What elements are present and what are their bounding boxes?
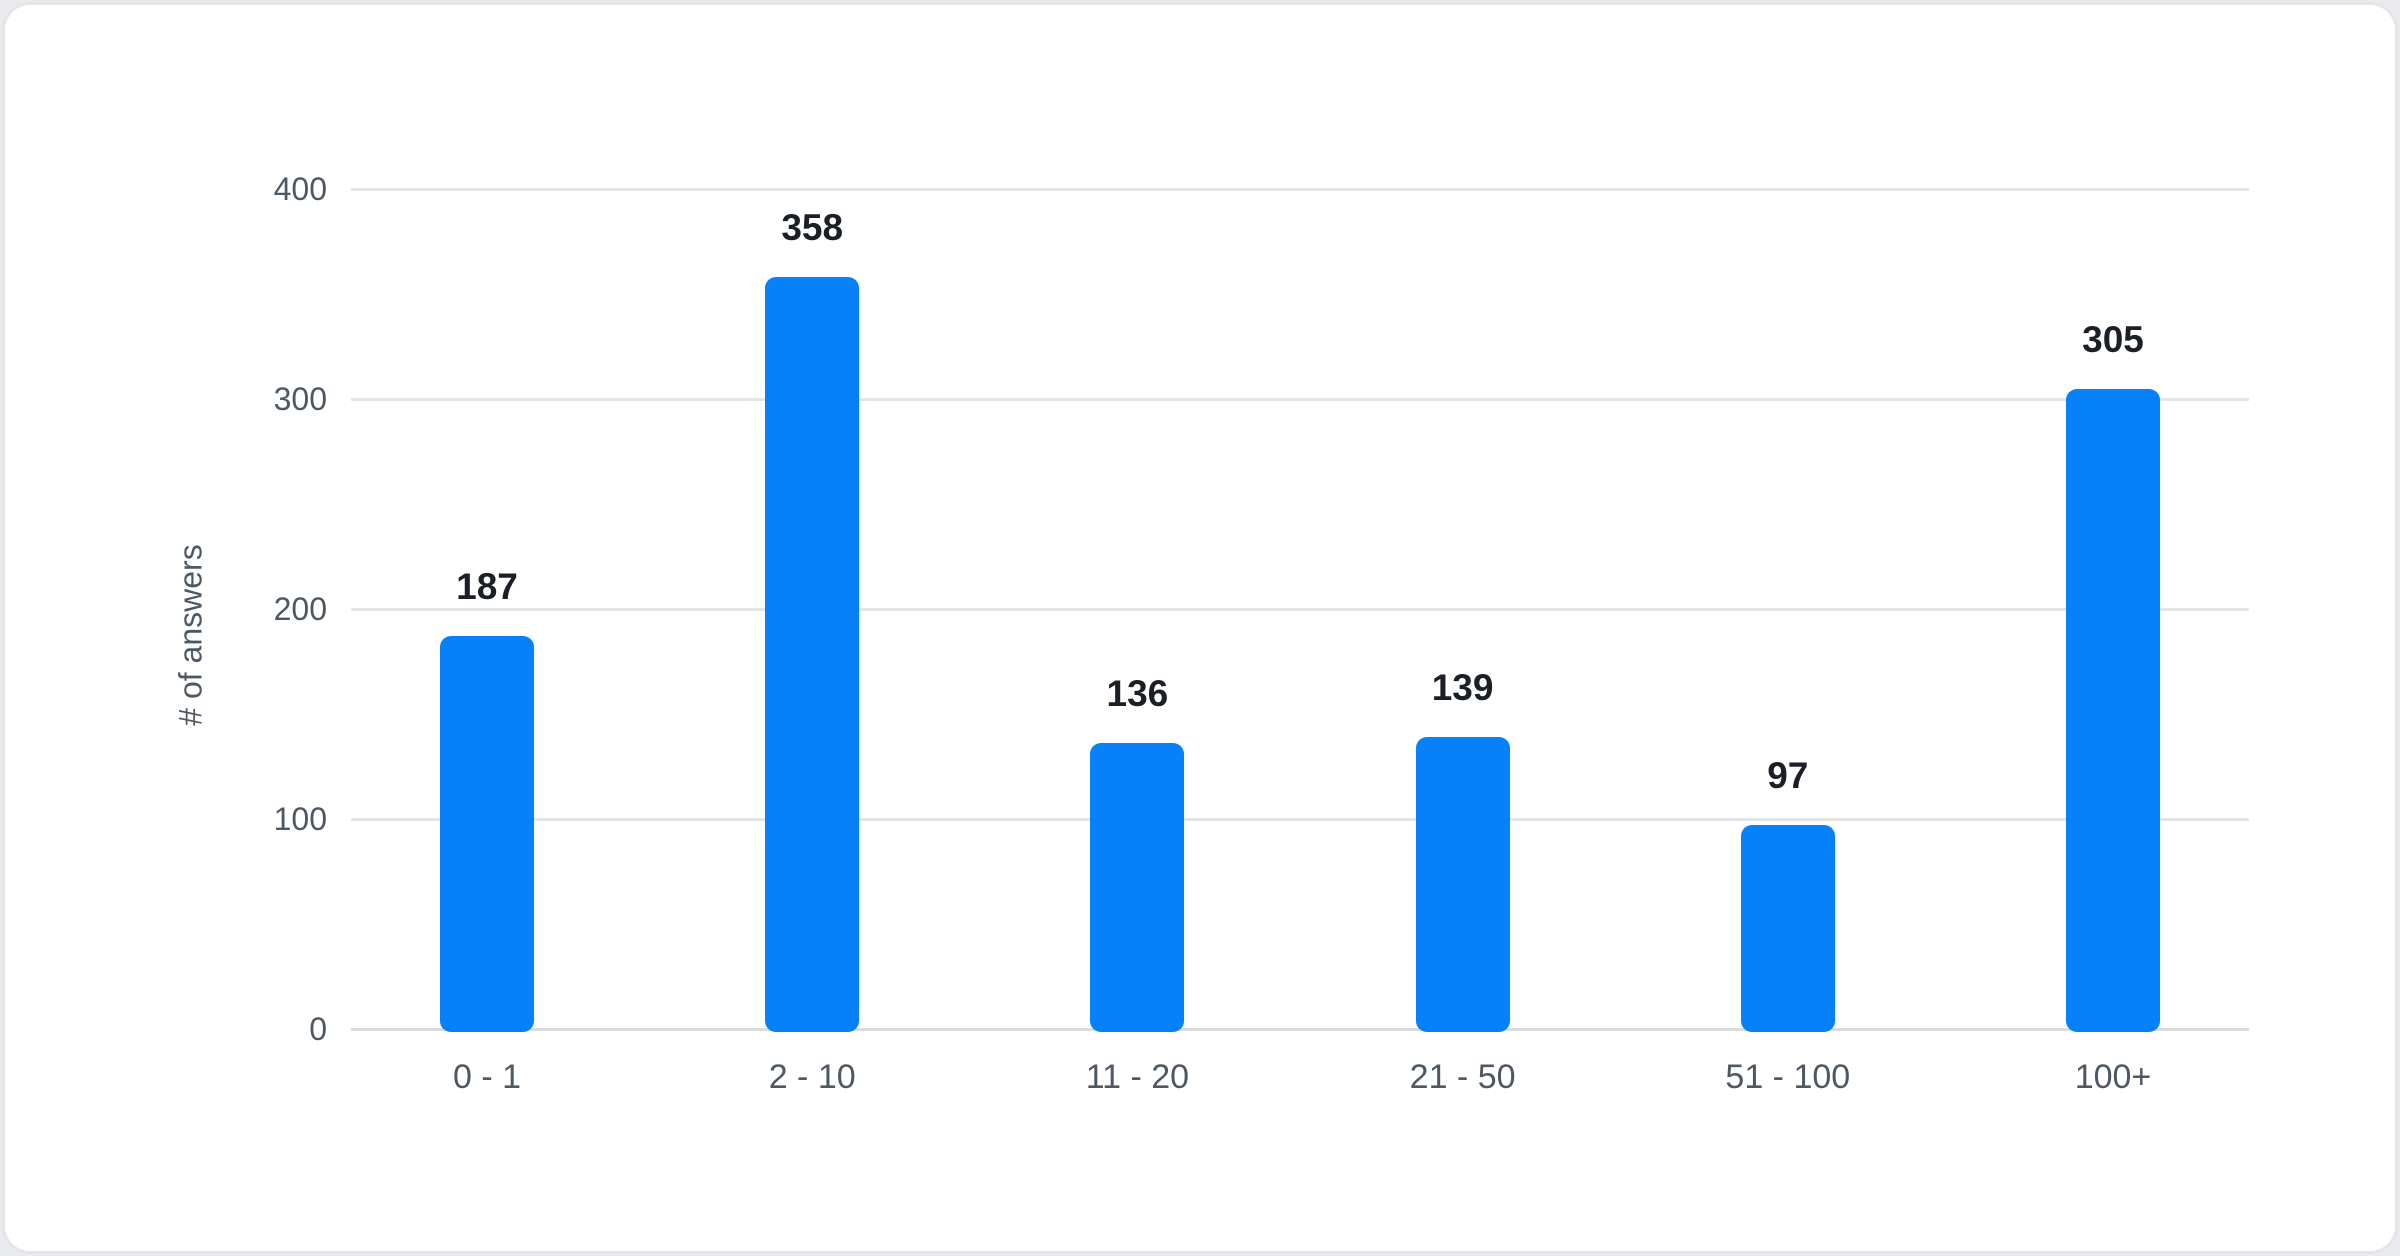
bar-value-21-50: 139 xyxy=(1431,667,1494,709)
y-tick-label-400: 400 xyxy=(273,171,327,207)
x-category-label-11-20: 11 - 20 xyxy=(1085,1058,1190,1096)
gridline-200 xyxy=(351,608,2249,611)
gridline-100 xyxy=(351,818,2249,821)
y-tick-label-300: 300 xyxy=(273,381,327,417)
bar-chart: # of answers 0 100 200 300 400 187 0 - 1 358 2 … xyxy=(5,5,2395,1251)
x-category-label-2-10: 2 - 10 xyxy=(768,1058,856,1096)
y-tick-label-200: 200 xyxy=(273,591,327,627)
bar-value-0-1: 187 xyxy=(456,566,518,608)
x-category-label-0-1: 0 - 1 xyxy=(452,1058,522,1096)
bar-0-1[interactable] xyxy=(440,636,534,1032)
y-axis-title: # of answers xyxy=(172,544,209,726)
bar-value-11-20: 136 xyxy=(1106,673,1169,715)
y-tick-label-100: 100 xyxy=(273,801,327,837)
x-category-label-100plus: 100+ xyxy=(2074,1058,2152,1096)
bar-2-10[interactable] xyxy=(765,277,860,1032)
x-category-label-51-100: 51 - 100 xyxy=(1725,1058,1851,1096)
bar-51-100[interactable] xyxy=(1740,825,1835,1032)
gridline-400 xyxy=(351,188,2249,191)
gridline-0 xyxy=(351,1028,2249,1031)
bar-11-20[interactable] xyxy=(1090,743,1185,1032)
gridline-300 xyxy=(351,398,2249,401)
y-tick-label-0: 0 xyxy=(309,1011,327,1047)
bar-value-2-10: 358 xyxy=(781,207,844,249)
bar-value-100plus: 305 xyxy=(2082,318,2144,360)
bar-value-51-100: 97 xyxy=(1767,755,1809,797)
bar-21-50[interactable] xyxy=(1415,737,1510,1032)
bar-100plus[interactable] xyxy=(2066,388,2160,1032)
x-category-label-21-50: 21 - 50 xyxy=(1409,1058,1516,1096)
